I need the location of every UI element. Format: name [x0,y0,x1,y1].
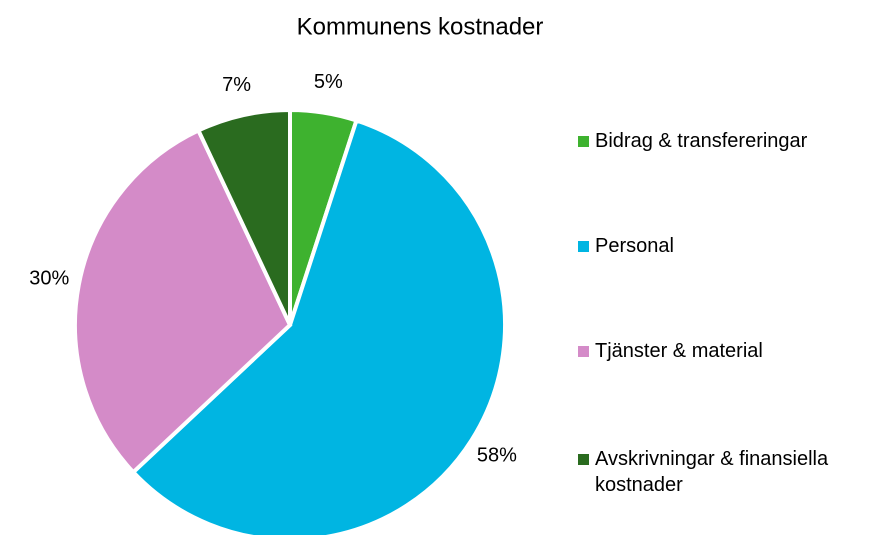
legend-swatch [578,454,589,465]
legend-swatch [578,136,589,147]
pie-slice [73,127,293,476]
legend-swatch [578,346,589,357]
legend-label: Bidrag & transfereringar [595,130,808,152]
chart-title: Kommunens kostnader [297,13,544,40]
pie-slice [195,107,292,326]
legend-item: Bidrag & transfereringar [578,128,868,154]
legend-item: Avskrivningar & finansiella kostnader [578,446,868,498]
data-label: 30% [29,267,69,289]
data-label: 5% [314,71,343,93]
legend-item: Personal [578,233,868,259]
data-label: 7% [222,74,251,96]
legend-label: Avskrivningar & finansiella kostnader [595,448,829,496]
legend-swatch [578,241,589,252]
legend-label: Tjänster & material [595,340,763,362]
legend-label: Personal [595,235,674,257]
legend-item: Tjänster & material [578,338,868,364]
data-label: 58% [477,445,517,467]
pie-slice [130,117,507,535]
